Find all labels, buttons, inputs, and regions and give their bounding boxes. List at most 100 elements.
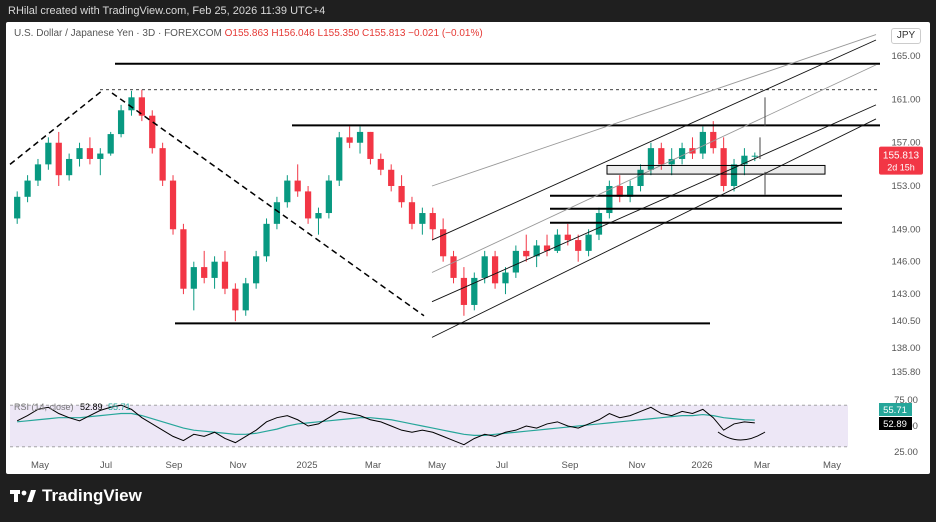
ohlc-close: C155.813 bbox=[362, 28, 406, 39]
rsi-header-ma: 55.71 bbox=[108, 402, 131, 412]
candle-body bbox=[388, 169, 395, 186]
rsi-curve-annotation bbox=[717, 431, 766, 441]
candle-body bbox=[419, 213, 426, 224]
candle-body bbox=[253, 256, 260, 284]
candle-body bbox=[710, 131, 717, 149]
y-tick-label: 138.00 bbox=[891, 343, 920, 354]
candle-body bbox=[450, 256, 457, 278]
x-tick-label: 2026 bbox=[691, 460, 712, 471]
candle-body bbox=[367, 131, 374, 159]
candle-body bbox=[595, 213, 603, 235]
candle-body bbox=[564, 234, 571, 241]
candle-body bbox=[284, 180, 291, 203]
candle-body bbox=[128, 97, 135, 111]
rsi-axis-label: 25.00 bbox=[894, 447, 918, 458]
candle-body bbox=[315, 213, 322, 219]
candle-body bbox=[107, 134, 114, 154]
candle-body bbox=[523, 250, 530, 257]
rsi-tag-value: 52.89 bbox=[883, 419, 907, 430]
candle-body bbox=[263, 223, 270, 257]
trend-dashed-down bbox=[111, 92, 425, 317]
candle-body bbox=[45, 142, 52, 165]
candle-body bbox=[647, 148, 655, 170]
channel-line bbox=[431, 39, 877, 241]
candle-body bbox=[491, 256, 499, 284]
candle-body bbox=[471, 277, 478, 305]
candle-body bbox=[730, 164, 738, 186]
x-tick-label: 2025 bbox=[296, 460, 317, 471]
candle-body bbox=[221, 261, 229, 289]
candle-body bbox=[34, 164, 42, 181]
x-tick-label: Jul bbox=[496, 460, 508, 471]
candle-body bbox=[169, 180, 177, 230]
candle-body bbox=[273, 202, 281, 224]
y-tick-label: 135.80 bbox=[891, 367, 920, 378]
candle-body bbox=[211, 261, 218, 278]
candle-body bbox=[616, 185, 623, 197]
candle-body bbox=[460, 277, 468, 305]
ohlc-change: −0.021 (−0.01%) bbox=[408, 28, 483, 39]
candle-body bbox=[398, 185, 405, 203]
channel-line bbox=[431, 104, 877, 303]
rsi-tag bbox=[879, 417, 912, 430]
rsi-indicator-name: RSI (14, close) bbox=[14, 402, 74, 412]
chart-panel[interactable] bbox=[6, 22, 930, 474]
candle-body bbox=[720, 148, 727, 186]
candle-body bbox=[429, 213, 436, 230]
y-tick-label: 161.00 bbox=[891, 94, 920, 105]
x-tick-label: May bbox=[31, 460, 49, 471]
rsi-band bbox=[10, 405, 848, 447]
candle-body bbox=[76, 148, 83, 159]
candle-body bbox=[575, 240, 582, 251]
candle-body bbox=[66, 158, 73, 176]
candle-body bbox=[512, 250, 519, 273]
x-tick-label: Nov bbox=[629, 460, 646, 471]
ohlc-low: L155.350 bbox=[317, 28, 360, 39]
candle-body bbox=[55, 142, 62, 176]
candle-body bbox=[159, 148, 166, 181]
candle-body bbox=[356, 131, 364, 143]
candle-body bbox=[138, 97, 145, 116]
candle-body bbox=[294, 180, 301, 192]
channel-line bbox=[431, 34, 877, 187]
last-price-tag bbox=[879, 146, 923, 175]
rsi-header-value: 52.89 bbox=[80, 402, 103, 412]
rsi-ma-tag-value: 55.71 bbox=[883, 405, 907, 416]
candle-body bbox=[242, 283, 249, 311]
ohlc-high: H156.046 bbox=[271, 28, 315, 39]
x-tick-label: Sep bbox=[562, 460, 579, 471]
x-tick-label: Nov bbox=[230, 460, 247, 471]
y-tick-label: 165.00 bbox=[891, 51, 920, 62]
candle-body bbox=[117, 110, 125, 135]
y-tick-label: 143.00 bbox=[891, 289, 920, 300]
candle-body bbox=[751, 155, 758, 157]
candle-body bbox=[149, 115, 156, 149]
candle-body bbox=[637, 169, 644, 186]
x-tick-label: May bbox=[428, 460, 446, 471]
candle-body bbox=[336, 137, 343, 181]
candle-body bbox=[346, 137, 353, 143]
rsi-ma-line bbox=[17, 412, 755, 436]
candle-body bbox=[585, 234, 592, 251]
candle-body bbox=[201, 267, 208, 278]
candle-body bbox=[554, 234, 561, 251]
candle-body bbox=[408, 202, 416, 224]
ohlc-open: O155.863 bbox=[224, 28, 269, 39]
candle-body bbox=[86, 148, 94, 159]
candle-body bbox=[741, 155, 748, 165]
candle-body bbox=[627, 185, 634, 197]
x-tick-label: Mar bbox=[365, 460, 381, 471]
y-tick-label: 140.50 bbox=[891, 316, 920, 327]
candle-body bbox=[377, 158, 384, 170]
support-zone-box bbox=[606, 164, 826, 175]
countdown-value: 2d 15h bbox=[887, 163, 915, 173]
candle-body bbox=[190, 267, 197, 289]
y-tick-label: 153.00 bbox=[891, 181, 920, 192]
rsi-line bbox=[16, 404, 755, 446]
brand-name: TradingView bbox=[42, 486, 142, 505]
channel-line bbox=[431, 64, 877, 273]
currency-button[interactable]: JPY bbox=[891, 28, 921, 44]
tradingview-logo: TradingView bbox=[10, 486, 142, 506]
